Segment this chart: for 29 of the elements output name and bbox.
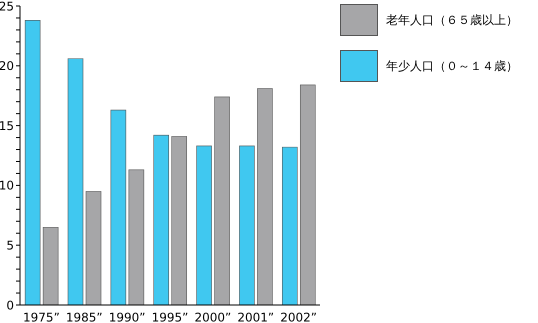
x-tick-label: 2002” <box>280 310 317 323</box>
bar <box>196 146 212 305</box>
bar <box>300 84 316 305</box>
text: 老年人口（６５歳以上） <box>386 12 518 28</box>
x-tick-label: 2001” <box>237 310 274 323</box>
x-tick-label: 1975” <box>23 310 60 323</box>
bar <box>86 191 102 305</box>
bar <box>171 136 188 305</box>
bar <box>282 146 298 305</box>
y-tick-label: 15 <box>0 118 14 133</box>
y-tick-label: 20 <box>0 59 14 74</box>
y-tick-label: 0 <box>6 298 14 312</box>
bar <box>42 226 58 305</box>
x-tick-label: 1990” <box>108 310 146 323</box>
bar <box>257 88 273 305</box>
x-tick-label: 1985” <box>66 310 103 323</box>
x-tick-label: 1995” <box>152 310 188 323</box>
x-tick-label: 2000” <box>194 310 232 323</box>
bar <box>128 170 144 305</box>
bar <box>239 146 255 305</box>
bar <box>24 20 40 305</box>
bar <box>68 58 84 305</box>
text: 年少人口（０～１４歳） <box>386 58 518 74</box>
bar <box>214 96 230 305</box>
bar <box>153 134 170 305</box>
bar <box>110 110 126 305</box>
y-tick-label: 5 <box>6 238 14 252</box>
y-tick-label: 10 <box>0 178 14 193</box>
y-tick-label: 25 <box>0 0 14 14</box>
